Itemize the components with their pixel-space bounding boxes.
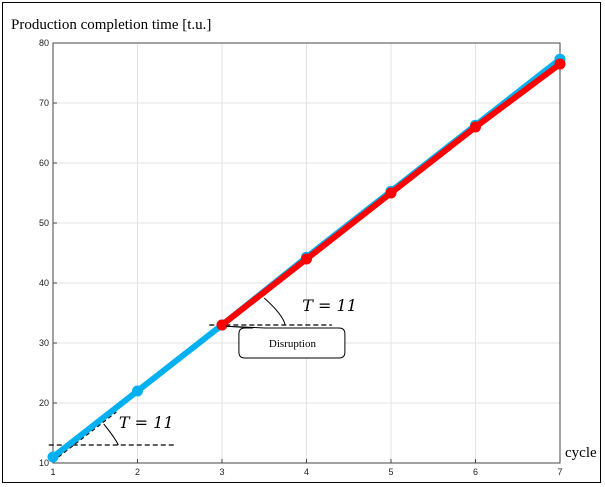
series-1-point xyxy=(47,451,59,463)
slope-line-1 xyxy=(52,411,117,462)
x-tick-label: 4 xyxy=(304,467,309,477)
tangent-lines xyxy=(48,291,332,462)
callout-bubble xyxy=(226,325,346,359)
y-tick-label: 40 xyxy=(39,278,49,288)
series-1-point xyxy=(132,385,143,397)
y-tick-label: 50 xyxy=(39,218,49,228)
annotation-T-2: T = 11 xyxy=(302,296,357,315)
chart-frame: 1 2 3 4 5 6 7 10 20 30 40 50 60 70 80 T = 11 T = 11 Disr… xyxy=(2,2,601,483)
ticks: 1 2 3 4 5 6 7 10 20 30 40 50 60 70 80 xyxy=(39,38,563,477)
series-layer xyxy=(47,53,566,463)
x-tick-label: 2 xyxy=(135,467,140,477)
x-tick-label: 7 xyxy=(557,467,562,477)
angle-arc-2 xyxy=(263,297,286,326)
y-tick-label: 70 xyxy=(39,98,49,108)
annotation-disruption: Disruption xyxy=(269,338,317,350)
y-tick-label: 30 xyxy=(39,338,49,348)
y-axis-title: Production completion time [t.u.] xyxy=(11,17,211,33)
angle-arc-1 xyxy=(103,423,119,446)
series-2-point xyxy=(301,253,312,265)
y-tick-label: 10 xyxy=(39,458,49,468)
annotation-T-1: T = 11 xyxy=(119,413,174,432)
series-2-point xyxy=(554,58,566,70)
grid xyxy=(52,42,561,464)
x-tick-label: 5 xyxy=(388,467,393,477)
y-tick-label: 60 xyxy=(39,158,49,168)
y-tick-label: 20 xyxy=(39,398,49,408)
series-2-point xyxy=(470,121,481,133)
line-chart: 1 2 3 4 5 6 7 10 20 30 40 50 60 70 80 T = 11 T = 11 Disr… xyxy=(11,17,597,477)
annotations: T = 11 T = 11 Disruption xyxy=(119,296,357,432)
x-axis-title: cycle xyxy=(565,445,597,461)
series-2-point xyxy=(216,319,228,331)
y-tick-label: 80 xyxy=(39,38,49,48)
x-tick-label: 3 xyxy=(219,467,224,477)
series-2-point xyxy=(385,187,397,199)
x-tick-label: 1 xyxy=(50,467,55,477)
x-tick-label: 6 xyxy=(473,467,478,477)
